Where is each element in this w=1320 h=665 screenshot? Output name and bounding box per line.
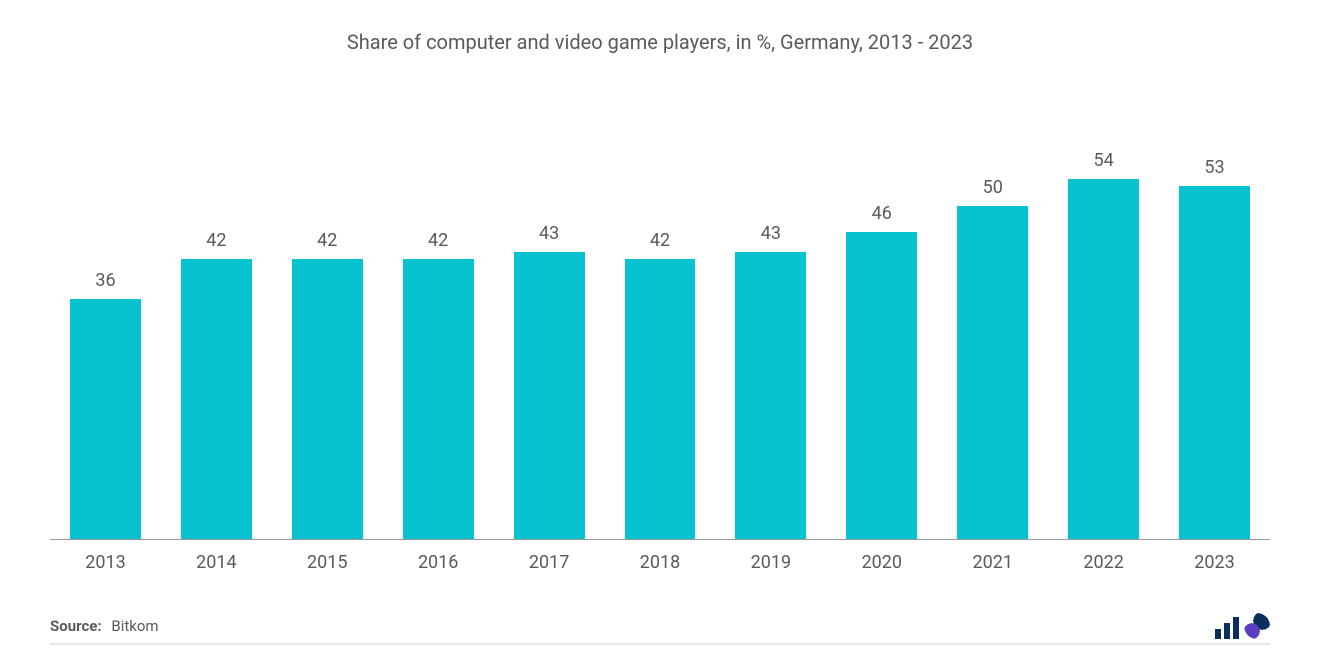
x-label: 2022 (1048, 552, 1159, 573)
bar-value-label: 43 (761, 223, 781, 244)
x-axis-labels: 2013201420152016201720182019202020212022… (50, 552, 1270, 573)
chart-container: Share of computer and video game players… (0, 0, 1320, 665)
source-label: Source: (50, 617, 102, 635)
source-text: Source: Bitkom (50, 617, 159, 635)
x-label: 2023 (1159, 552, 1270, 573)
bar-rect (957, 206, 1028, 539)
bar-slot: 36 (50, 140, 161, 539)
x-label: 2020 (826, 552, 937, 573)
plot-area: 3642424243424346505453 20132014201520162… (50, 104, 1270, 573)
bar-value-label: 42 (317, 230, 337, 251)
bar-value-label: 42 (650, 230, 670, 251)
x-label: 2021 (937, 552, 1048, 573)
x-label: 2017 (494, 552, 605, 573)
brand-logo-icon (1215, 613, 1270, 639)
bar-value-label: 53 (1204, 157, 1224, 178)
bar-rect (1068, 179, 1139, 539)
bar-rect (1179, 186, 1250, 539)
logo-swoosh-icon (1244, 613, 1270, 639)
bar-rect (514, 252, 585, 539)
x-label: 2014 (161, 552, 272, 573)
bar-slot: 54 (1048, 140, 1159, 539)
x-label: 2018 (605, 552, 716, 573)
bar-slot: 46 (826, 140, 937, 539)
logo-bars-icon (1215, 617, 1239, 639)
bar-slot: 42 (605, 140, 716, 539)
bar-slot: 43 (494, 140, 605, 539)
bars-row: 36 42 42 42 43 42 43 46 50 54 53 (50, 140, 1270, 540)
chart-footer: Source: Bitkom (50, 613, 1270, 645)
bar-rect (403, 259, 474, 539)
bar-value-label: 43 (539, 223, 559, 244)
bar-slot: 42 (161, 140, 272, 539)
bar-slot: 42 (272, 140, 383, 539)
bar-value-label: 36 (95, 270, 115, 291)
x-label: 2013 (50, 552, 161, 573)
bar-slot: 53 (1159, 140, 1270, 539)
source-value: Bitkom (111, 617, 158, 635)
chart-title: Share of computer and video game players… (50, 30, 1270, 54)
x-label: 2015 (272, 552, 383, 573)
x-label: 2019 (715, 552, 826, 573)
bar-rect (625, 259, 696, 539)
bar-slot: 43 (715, 140, 826, 539)
bar-value-label: 50 (983, 177, 1003, 198)
bar-rect (181, 259, 252, 539)
bar-value-label: 46 (872, 203, 892, 224)
bar-value-label: 42 (428, 230, 448, 251)
x-label: 2016 (383, 552, 494, 573)
bar-rect (735, 252, 806, 539)
bar-rect (846, 232, 917, 539)
bar-rect (292, 259, 363, 539)
bar-value-label: 42 (206, 230, 226, 251)
bar-slot: 42 (383, 140, 494, 539)
bar-value-label: 54 (1093, 150, 1113, 171)
bar-slot: 50 (937, 140, 1048, 539)
bar-rect (70, 299, 141, 539)
